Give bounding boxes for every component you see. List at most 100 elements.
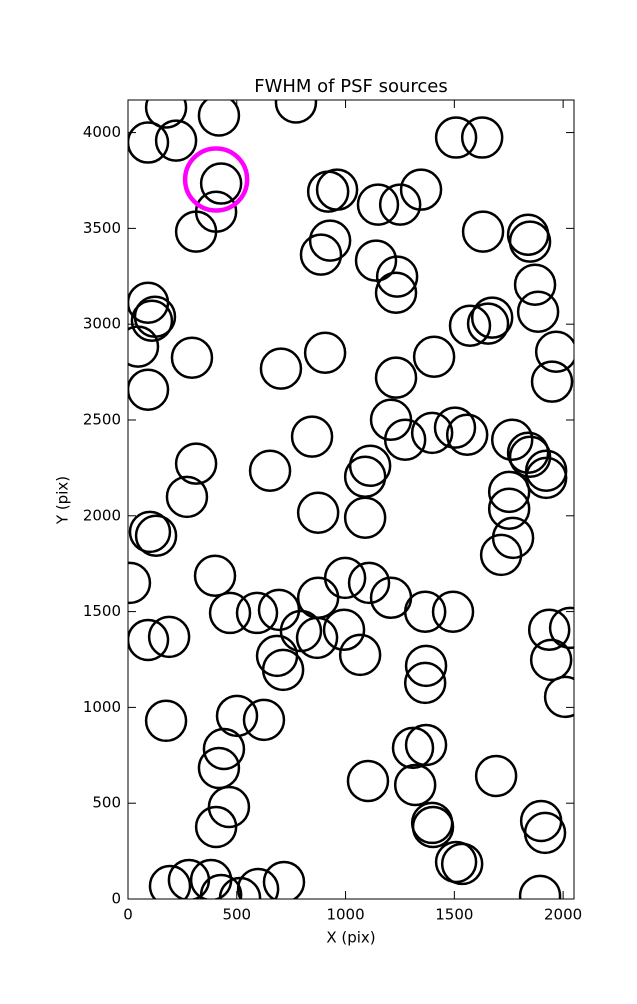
source-marker [130, 299, 174, 342]
x-tick-label: 1500 [435, 906, 473, 924]
source-marker [523, 811, 567, 855]
axes-frame [127, 99, 575, 900]
y-axis-label: Y (pix) [54, 476, 72, 525]
source-marker [128, 510, 172, 554]
source-marker [412, 335, 456, 379]
source-marker [262, 860, 306, 899]
source-marker [527, 608, 571, 652]
source-marker [391, 726, 435, 770]
source-marker [347, 561, 391, 605]
source-marker [506, 431, 550, 474]
y-tick-label: 1000 [83, 698, 121, 716]
x-axis-label: X (pix) [326, 929, 375, 947]
source-marker [235, 591, 279, 635]
source-marker [470, 296, 514, 339]
source-marker [154, 119, 198, 162]
source-marker [548, 606, 574, 650]
source-marker [356, 183, 400, 226]
source-marker [508, 220, 552, 263]
source-marker [295, 616, 339, 660]
source-marker [461, 210, 505, 253]
y-tick-label: 2000 [83, 506, 121, 524]
source-marker [343, 496, 387, 539]
source-marker [448, 304, 492, 347]
source-marker [479, 533, 523, 577]
source-marker [165, 475, 209, 519]
source-marker [411, 805, 455, 849]
source-marker [543, 675, 574, 719]
y-tick-label: 500 [92, 794, 121, 812]
source-marker [346, 759, 390, 803]
source-marker [513, 263, 557, 306]
source-marker [248, 449, 292, 493]
source-marker [144, 100, 188, 129]
plot-area [128, 100, 574, 899]
source-marker [374, 271, 418, 315]
source-marker [274, 100, 318, 124]
source-marker [516, 290, 560, 333]
y-tick-label: 3500 [83, 219, 121, 237]
y-tick-label: 0 [111, 890, 121, 908]
source-marker [374, 356, 418, 399]
source-marker [403, 661, 447, 705]
source-marker [290, 415, 334, 458]
chart-title: FWHM of PSF sources [254, 76, 448, 97]
source-marker [322, 608, 366, 652]
source-marker [199, 873, 243, 899]
source-marker [303, 331, 347, 374]
y-tick-label: 2500 [83, 410, 121, 428]
source-marker [144, 699, 188, 743]
source-marker [261, 648, 305, 692]
x-tick-label: 0 [123, 906, 133, 924]
source-marker [534, 330, 574, 374]
source-marker [170, 336, 214, 379]
source-marker [299, 233, 343, 276]
y-tick-label: 3000 [83, 315, 121, 333]
source-marker [434, 116, 478, 159]
source-marker [383, 418, 427, 461]
source-marker [215, 694, 259, 738]
source-marker [134, 514, 178, 557]
source-marker [518, 874, 562, 899]
source-marker [194, 805, 238, 849]
source-marker [490, 418, 534, 461]
source-marker [474, 754, 518, 798]
x-tick-label: 2000 [544, 906, 582, 924]
source-marker [315, 168, 359, 211]
source-marker [487, 487, 531, 530]
source-marker [296, 491, 340, 534]
source-marker [466, 302, 510, 345]
x-tick-label: 1000 [326, 906, 364, 924]
source-marker [530, 360, 574, 403]
source-marker [445, 413, 489, 456]
source-marker [487, 470, 531, 514]
source-marker [308, 219, 352, 262]
source-marker [354, 239, 398, 282]
source-marker [128, 325, 160, 368]
source-marker [508, 435, 552, 479]
source-marker [524, 456, 568, 500]
source-marker [404, 644, 448, 688]
y-tick-label: 4000 [83, 123, 121, 141]
y-tick-label: 1500 [83, 602, 121, 620]
source-marker [174, 442, 218, 485]
source-marker [460, 116, 504, 159]
highlight-marker [182, 146, 250, 213]
source-marker [440, 842, 484, 886]
source-marker [174, 210, 218, 253]
source-marker [128, 561, 152, 605]
source-marker [208, 591, 252, 635]
source-marker [202, 727, 246, 771]
source-marker [148, 864, 192, 899]
source-marker [403, 590, 447, 634]
source-marker [431, 590, 475, 634]
source-marker [404, 723, 448, 767]
x-tick-label: 500 [222, 906, 251, 924]
source-marker [193, 554, 237, 598]
source-marker [197, 100, 241, 137]
source-marker [529, 638, 573, 682]
source-marker [147, 615, 191, 659]
source-marker [236, 867, 280, 899]
